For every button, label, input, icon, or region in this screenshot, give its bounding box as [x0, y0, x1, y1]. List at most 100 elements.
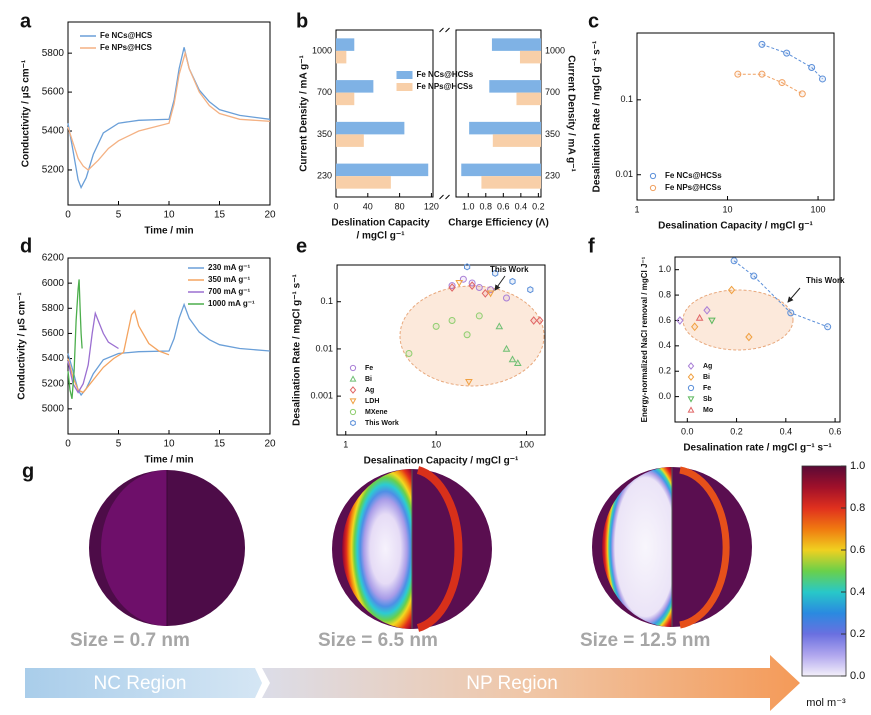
y-tick-label: 5600: [42, 328, 65, 339]
x-tick-label: 15: [214, 210, 226, 221]
y-tick-label: 5400: [42, 126, 65, 137]
x-tick-label: 5: [116, 210, 122, 221]
size-label: Size = 0.7 nm: [70, 630, 190, 651]
colorbar-tick-label: 0.4: [850, 586, 865, 598]
annotation: This Work: [490, 265, 529, 274]
data-point: [468, 281, 476, 290]
bar: [336, 50, 347, 64]
legend-label: Fe NPs@HCSs: [665, 183, 722, 192]
plot-frame: [67, 21, 271, 206]
bar: [516, 92, 541, 106]
axis-break: [439, 194, 444, 200]
bar: [519, 50, 541, 64]
y-tick-label: 1000: [545, 45, 565, 55]
data-point: [734, 70, 742, 78]
colorbar-tick-label: 0.0: [850, 670, 865, 682]
data-point: [495, 322, 504, 330]
plot-frame: [336, 264, 546, 436]
x-tick-label: 80: [395, 201, 405, 211]
sphere: [332, 466, 492, 632]
x-tick-label: 0.6: [829, 426, 842, 436]
y-tick-label: 700: [317, 87, 332, 97]
plot-frame: [335, 29, 434, 198]
legend-swatch: [349, 408, 357, 416]
data-line: [67, 47, 271, 190]
y-tick-label: 5800: [42, 48, 65, 59]
panel-label: e: [296, 235, 307, 257]
legend-label: Fe: [365, 365, 373, 372]
data-point: [808, 64, 816, 71]
y-tick-label: 0.1: [320, 296, 333, 306]
data-point: [486, 290, 495, 298]
plot-frame: [636, 32, 835, 201]
data-point: [405, 350, 413, 357]
data-point: [703, 305, 711, 315]
panel-label: a: [20, 10, 32, 32]
x-tick-label: 10: [431, 439, 441, 449]
legend-label: Fe NCs@HCSs: [417, 70, 474, 79]
legend-swatch: [649, 184, 657, 192]
data-point: [824, 323, 832, 331]
y-axis-label: Desalination Rate / mgCl g⁻¹ s⁻¹: [292, 273, 303, 425]
y-tick-label: 6200: [42, 253, 65, 264]
colorbar-tick-label: 1.0: [850, 460, 865, 472]
y-tick-label: 1000: [312, 45, 332, 55]
axis-break: [445, 27, 450, 33]
annotation: This Work: [806, 276, 845, 285]
legend-swatch: [349, 398, 357, 405]
x-tick-label: 0.8: [480, 201, 493, 211]
x-tick-label: 0.4: [780, 426, 793, 436]
legend-label: 230 mA g⁻¹: [208, 263, 250, 272]
x-axis-label: Charge Efficiency (Λ): [448, 218, 549, 229]
x-tick-label: 20: [264, 439, 276, 450]
y-tick-label: 5200: [42, 165, 65, 176]
data-point: [745, 332, 753, 342]
data-point: [758, 70, 766, 78]
axis-break: [439, 27, 444, 33]
data-point: [778, 79, 786, 86]
y-tick-label: 0.01: [315, 343, 333, 353]
x-axis-label: Desalination Capacity / mgCl g⁻¹: [364, 456, 519, 467]
colorbar-tick-label: 0.8: [850, 502, 865, 514]
legend-label: Fe: [703, 385, 711, 392]
x-axis-label: Desalination Capacity / mgCl g⁻¹: [658, 221, 813, 232]
y-tick-label: 0.01: [615, 169, 633, 179]
data-point: [481, 289, 489, 298]
data-point: [708, 317, 716, 325]
bar: [336, 121, 405, 135]
legend-swatch: [349, 364, 357, 372]
x-tick-label: 0: [65, 210, 71, 221]
panel-label: d: [20, 235, 32, 257]
y-tick-label: 0.8: [658, 289, 671, 299]
axis-break: [445, 194, 450, 200]
legend-swatch: [350, 419, 356, 427]
y-axis-label: Current Density / mA g⁻¹: [565, 55, 576, 172]
legend-label: Ag: [365, 387, 374, 394]
data-point: [758, 40, 766, 48]
y-axis-label: Conductivity / μS cm⁻¹: [21, 59, 32, 167]
bar: [336, 134, 364, 147]
y-tick-label: 0.4: [658, 340, 671, 350]
y-tick-label: 230: [317, 171, 332, 181]
y-axis-label: Current Density / mA g⁻¹: [299, 55, 310, 172]
data-point: [676, 316, 684, 325]
x-tick-label: 100: [519, 439, 534, 449]
y-tick-label: 6000: [42, 278, 65, 289]
x-tick-label: 0.2: [532, 201, 545, 211]
legend-label: Fe NCs@HCSs: [665, 171, 722, 180]
x-tick-label: 1: [343, 439, 348, 449]
data-line: [67, 50, 271, 171]
x-tick-label: 100: [811, 204, 826, 214]
legend-label: Mo: [703, 407, 713, 414]
data-point: [819, 75, 827, 83]
sphere: [592, 466, 752, 629]
data-point: [432, 322, 440, 330]
x-tick-label: 10: [163, 439, 175, 450]
y-axis-label: Desalination Rate / mgCl g⁻¹ s⁻¹: [592, 40, 603, 192]
y-tick-label: 350: [317, 129, 332, 139]
data-point: [509, 277, 516, 285]
data-point: [463, 331, 471, 339]
bar: [492, 134, 541, 147]
y-tick-label: 5000: [42, 403, 65, 414]
highlight-region: [399, 285, 545, 387]
